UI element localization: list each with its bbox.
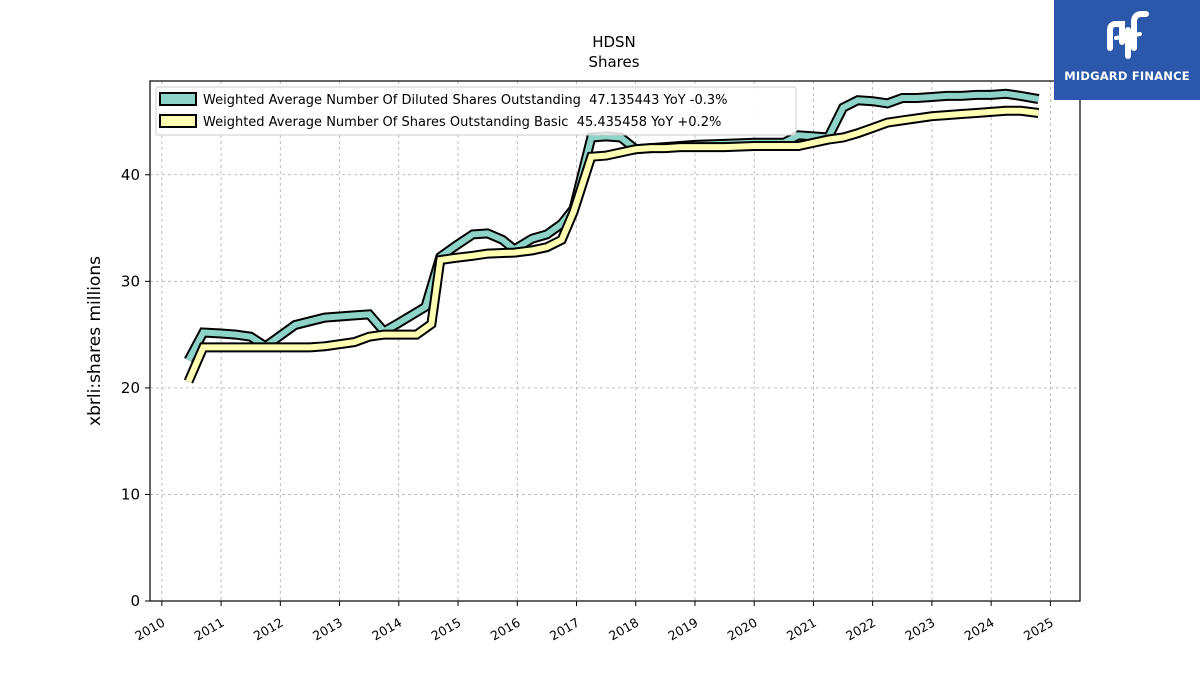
x-tick-label: 2015 bbox=[428, 615, 463, 644]
x-tick-label: 2023 bbox=[902, 615, 937, 644]
brand-logo: MIDGARD FINANCE bbox=[1054, 0, 1200, 100]
x-tick-label: 2010 bbox=[132, 615, 167, 644]
y-tick-label: 10 bbox=[121, 485, 140, 503]
chart-subtitle: Shares bbox=[588, 53, 639, 71]
x-tick-label: 2020 bbox=[725, 615, 760, 644]
series-line-1 bbox=[185, 107, 1039, 383]
x-tick-label: 2019 bbox=[665, 615, 700, 644]
legend-label-basic: Weighted Average Number Of Shares Outsta… bbox=[203, 115, 721, 130]
axis-ticks: 2010 2011 2012 2013 2014 2015 2016 2017 2018 2019… bbox=[121, 166, 1056, 644]
legend-swatch-basic bbox=[159, 114, 197, 128]
x-tick-label: 2011 bbox=[192, 615, 227, 644]
brand-logo-text: MIDGARD FINANCE bbox=[1064, 69, 1190, 83]
x-tick-label: 2025 bbox=[1021, 615, 1056, 644]
legend: Weighted Average Number Of Diluted Share… bbox=[155, 86, 797, 136]
grid-lines bbox=[150, 81, 1080, 601]
y-tick-label: 20 bbox=[121, 379, 140, 397]
x-tick-label: 2024 bbox=[962, 615, 997, 644]
x-tick-label: 2021 bbox=[784, 615, 819, 644]
series-lines bbox=[183, 88, 1040, 384]
legend-swatch-diluted bbox=[159, 92, 197, 106]
series-line-0 bbox=[185, 90, 1040, 362]
x-tick-label: 2014 bbox=[369, 615, 404, 644]
x-tick-label: 2022 bbox=[843, 615, 878, 644]
y-tick-label: 30 bbox=[121, 272, 140, 290]
x-tick-label: 2018 bbox=[606, 615, 641, 644]
y-axis-label: xbrli:shares millions bbox=[85, 256, 105, 426]
x-tick-label: 2017 bbox=[547, 615, 582, 644]
y-tick-label: 0 bbox=[130, 592, 140, 610]
brand-logo-icon bbox=[1107, 11, 1149, 59]
chart-title: HDSN bbox=[592, 33, 636, 51]
x-tick-label: 2016 bbox=[488, 615, 523, 644]
legend-label-diluted: Weighted Average Number Of Diluted Share… bbox=[203, 93, 728, 108]
plot-frame bbox=[149, 80, 1081, 602]
x-tick-label: 2012 bbox=[251, 615, 286, 644]
legend-frame bbox=[155, 86, 797, 136]
y-tick-label: 40 bbox=[121, 166, 140, 184]
x-tick-label: 2013 bbox=[310, 615, 345, 644]
